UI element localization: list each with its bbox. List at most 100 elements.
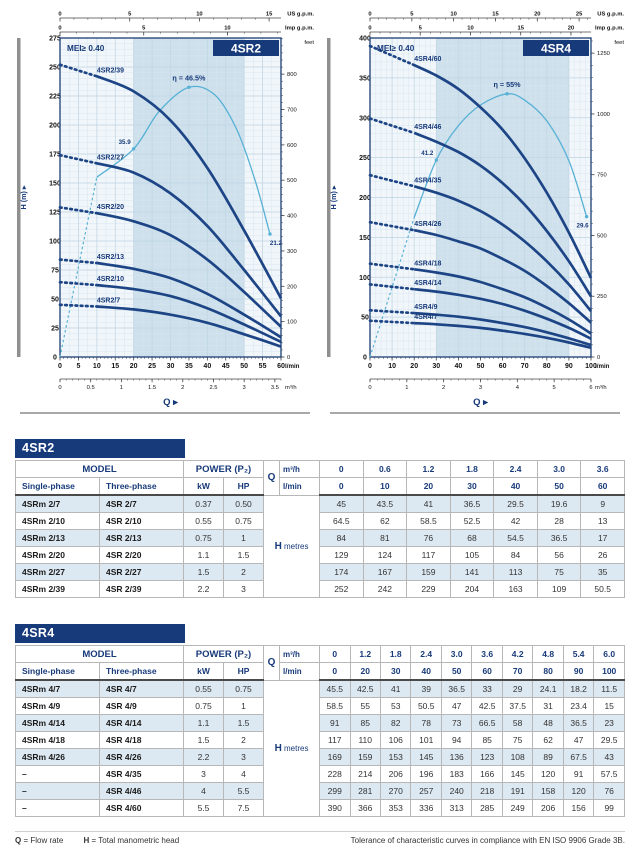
head-value-cell: 242 bbox=[362, 580, 408, 598]
feet-tick-label: 600 bbox=[287, 143, 297, 149]
curve-label: 4SR4/9 bbox=[414, 304, 437, 311]
feet-tick-label: 700 bbox=[287, 108, 297, 114]
head-value-cell: 19.6 bbox=[536, 494, 582, 513]
model-single-cell: – bbox=[15, 782, 100, 800]
model-three-cell: 4SR 4/46 bbox=[99, 782, 184, 800]
three-phase-header: Three-phase bbox=[99, 477, 184, 496]
curve-4SR4/60 bbox=[413, 63, 593, 279]
x-tick-label: 10 bbox=[388, 363, 396, 370]
m3h-tick-label: 3 bbox=[243, 385, 246, 391]
head-value-cell: 353 bbox=[379, 799, 412, 817]
flow-lmin-cell: 90 bbox=[562, 662, 595, 681]
flow-lmin-cell: 60 bbox=[471, 662, 503, 681]
y-tick-label: 175 bbox=[49, 152, 61, 159]
y-tick-label: 75 bbox=[51, 268, 59, 275]
feet-tick-label: 1250 bbox=[597, 51, 610, 57]
y-tick-label: 200 bbox=[49, 123, 61, 130]
head-value-cell: 18.2 bbox=[562, 679, 595, 698]
model-three-cell: 4SR 4/35 bbox=[99, 765, 184, 783]
head-value-cell: 54.5 bbox=[493, 529, 538, 547]
curve-4SR4/7 bbox=[414, 321, 592, 350]
feet-tick-label: 200 bbox=[287, 284, 297, 290]
m3h-tick-label: 4 bbox=[516, 385, 520, 391]
model-badge bbox=[213, 40, 279, 56]
head-value-cell: 145 bbox=[410, 748, 442, 766]
x-tick-label: 20 bbox=[410, 363, 418, 370]
power-hp-cell: 1 bbox=[222, 529, 265, 547]
head-value-cell: 94 bbox=[440, 731, 473, 749]
efficiency-value-label: 21.2 bbox=[270, 240, 283, 247]
head-value-cell: 174 bbox=[319, 563, 364, 581]
plot-border bbox=[59, 37, 282, 358]
m3h-tick-label: 5 bbox=[553, 385, 556, 391]
model-single-cell: 4SRm 4/14 bbox=[15, 714, 100, 732]
power-hp-cell: 0.75 bbox=[222, 512, 265, 530]
head-value-cell: 36.5 bbox=[536, 529, 582, 547]
gpm-tick-label: 10 bbox=[196, 12, 202, 18]
power-hp-cell: 1 bbox=[222, 697, 265, 715]
gpm-tick-label: 25 bbox=[576, 12, 583, 18]
curve-label: 4SR4/35 bbox=[414, 177, 441, 184]
pump-model-row: 4SRm 2/27 4SR 2/27 1.5 2 174 167 159 141 113 75 35 bbox=[15, 563, 625, 581]
m3h-tick-label: 2.5 bbox=[209, 385, 217, 391]
power-kw-cell: 3 bbox=[183, 765, 224, 783]
x-tick-label: 20 bbox=[130, 363, 138, 370]
head-value-cell: 28 bbox=[536, 512, 582, 530]
gpm-unit-label: Imp g.p.m. bbox=[595, 26, 624, 32]
model-single-cell: – bbox=[15, 799, 100, 817]
head-value-cell: 82 bbox=[379, 714, 412, 732]
x-tick-label: 80 bbox=[543, 363, 551, 370]
y-tick-label: 250 bbox=[359, 155, 371, 162]
model-single-cell: – bbox=[15, 765, 100, 783]
head-value-cell: 163 bbox=[493, 580, 538, 598]
flow-lmin-cell: 50 bbox=[440, 662, 473, 681]
efficiency-peak-label: η = 46.5% bbox=[172, 73, 206, 82]
power-kw-cell: 1.1 bbox=[183, 546, 224, 564]
head-value-cell: 204 bbox=[449, 580, 495, 598]
curve-dashed-4SR2/27 bbox=[58, 153, 99, 165]
head-value-cell: 153 bbox=[379, 748, 412, 766]
m3h-tick-label: 0 bbox=[368, 385, 371, 391]
head-value-cell: 145 bbox=[501, 765, 534, 783]
head-value-cell: 117 bbox=[319, 731, 351, 749]
head-value-cell: 109 bbox=[536, 580, 582, 598]
x-tick-label: 60 bbox=[499, 363, 507, 370]
flow-m3h-cell: 3.0 bbox=[536, 460, 582, 478]
flow-lmin-cell: 40 bbox=[410, 662, 442, 681]
model-three-cell: 4SR 2/10 bbox=[99, 512, 184, 530]
gpm-tick-label: 5 bbox=[128, 12, 132, 18]
model-three-cell: 4SR 4/60 bbox=[99, 799, 184, 817]
power-hp-cell: 3 bbox=[222, 580, 265, 598]
model-single-cell: 4SRm 2/10 bbox=[15, 512, 100, 530]
head-value-cell: 78 bbox=[410, 714, 442, 732]
head-value-cell: 13 bbox=[580, 512, 625, 530]
pump-model-row: 4SRm 4/7 4SR 4/7 0.55 0.75 H metres 45.5 42.5 4… bbox=[15, 679, 625, 817]
power-header: POWER (P₂) bbox=[182, 460, 265, 478]
m3h-tick-label: 3 bbox=[479, 385, 482, 391]
head-value-cell: 218 bbox=[471, 782, 503, 800]
head-value-cell: 252 bbox=[319, 580, 364, 598]
gpm-unit-label: US g.p.m. bbox=[287, 12, 314, 18]
head-value-cell: 366 bbox=[349, 799, 381, 817]
y-tick-label: 125 bbox=[49, 210, 61, 217]
head-value-cell: 58 bbox=[501, 714, 534, 732]
x-unit-label: l/min bbox=[595, 363, 610, 370]
head-value-cell: 191 bbox=[501, 782, 534, 800]
head-value-cell: 183 bbox=[440, 765, 473, 783]
head-value-cell: 169 bbox=[319, 748, 351, 766]
m3h-tick-label: 0 bbox=[58, 385, 61, 391]
flow-lmin-cell: 100 bbox=[593, 662, 625, 681]
curve-label: 4SR2/13 bbox=[97, 254, 124, 261]
y-tick-label: 25 bbox=[51, 326, 59, 333]
x-tick-label: 5 bbox=[76, 363, 80, 370]
x-tick-label: 40 bbox=[455, 363, 463, 370]
model-single-cell: 4SRm 4/26 bbox=[15, 748, 100, 766]
gpm-tick-label: 5 bbox=[142, 26, 146, 32]
efficiency-value-label: 35.9 bbox=[119, 139, 132, 146]
model-single-cell: 4SRm 4/18 bbox=[15, 731, 100, 749]
curve-4SR4/18 bbox=[414, 267, 592, 335]
head-value-cell: 29.5 bbox=[493, 494, 538, 513]
x-tick-label: 35 bbox=[185, 363, 193, 370]
